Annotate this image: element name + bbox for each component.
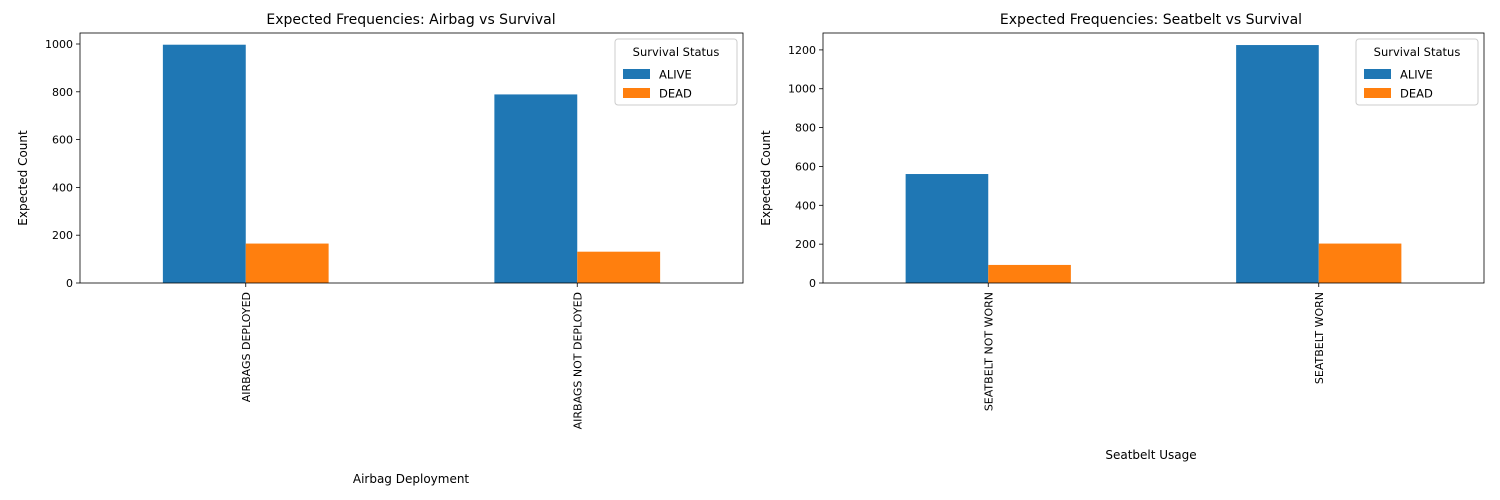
y-tick-label-airbag: 200 [52,229,73,242]
legend-label-seatbelt-alive: ALIVE [1400,68,1433,82]
bar-seatbelt-alive-1 [1236,45,1319,283]
y-tick-label-seatbelt: 800 [795,122,816,135]
y-axis-label-airbag: Expected Count [16,130,30,226]
x-axis-label-seatbelt: Seatbelt Usage [1105,448,1196,462]
plot-frame-seatbelt [822,32,1485,284]
y-tick-label-seatbelt: 400 [795,199,816,212]
y-tick-label-airbag: 0 [66,277,73,290]
bar-seatbelt-dead-0 [988,264,1071,283]
y-tick-label-airbag: 600 [52,134,73,147]
legend-title-seatbelt: Survival Status [1374,45,1461,59]
bar-airbag-dead-1 [577,251,661,283]
chart-airbag: Expected Frequencies: Airbag vs Survival… [16,12,744,486]
bar-seatbelt-alive-0 [905,174,989,283]
y-tick-label-seatbelt: 1000 [788,83,816,96]
y-tick-label-airbag: 400 [52,181,73,194]
bar-airbag-alive-1 [494,94,578,284]
bar-airbag-dead-0 [245,243,329,283]
legend-swatch-airbag-dead [623,88,650,98]
chart-seatbelt: Expected Frequencies: Seatbelt vs Surviv… [759,12,1485,462]
bar-airbag-alive-0 [162,44,246,284]
x-tick-label-seatbelt: SEATBELT WORN [1313,292,1326,384]
chart-title-airbag: Expected Frequencies: Airbag vs Survival [266,12,555,28]
plot-frame-airbag [79,32,744,284]
y-tick-label-airbag: 800 [52,86,73,99]
legend-label-airbag-dead: DEAD [659,87,692,101]
x-axis-label-airbag: Airbag Deployment [353,472,470,486]
y-tick-label-airbag: 1000 [45,38,73,51]
legend-swatch-airbag-alive [623,69,650,79]
legend-label-airbag-alive: ALIVE [659,68,692,82]
legend-title-airbag: Survival Status [633,45,720,59]
x-tick-label-seatbelt: SEATBELT NOT WORN [982,292,995,411]
y-tick-label-seatbelt: 0 [809,277,816,290]
legend-swatch-seatbelt-alive [1364,69,1391,79]
chart-title-seatbelt: Expected Frequencies: Seatbelt vs Surviv… [1000,12,1302,28]
y-tick-label-seatbelt: 1200 [788,44,816,57]
x-tick-label-airbag: AIRBAGS DEPLOYED [240,292,253,402]
x-tick-label-airbag: AIRBAGS NOT DEPLOYED [571,292,584,429]
bar-seatbelt-dead-1 [1318,243,1402,283]
y-tick-label-seatbelt: 200 [795,238,816,251]
y-tick-label-seatbelt: 600 [795,160,816,173]
legend-label-seatbelt-dead: DEAD [1400,87,1433,101]
y-axis-label-seatbelt: Expected Count [759,130,773,226]
legend-swatch-seatbelt-dead [1364,88,1391,98]
